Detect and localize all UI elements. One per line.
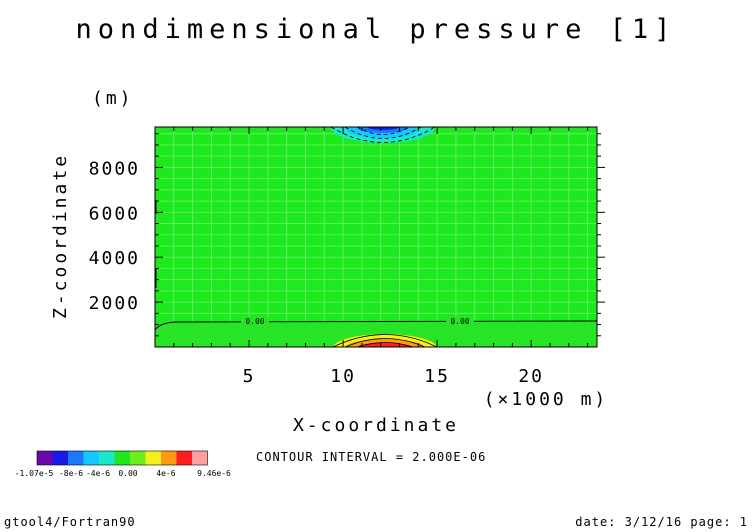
y-tick-label: 4000 <box>89 248 140 269</box>
contour-label-2: 0.00 <box>450 317 469 326</box>
colorbar-swatch <box>99 451 115 465</box>
colorbar-swatch <box>176 451 192 465</box>
colorbar-label: 9.46e-6 <box>197 469 231 478</box>
colorbar-swatch <box>52 451 68 465</box>
x-ticks: 5 10 15 20 <box>173 127 589 387</box>
colorbar-frame <box>36 450 208 466</box>
colorbar <box>36 450 208 466</box>
negative-contour-3 <box>356 127 410 135</box>
grid-lines <box>155 127 597 347</box>
y-tick-label: 6000 <box>89 203 140 224</box>
contour-label-1: 0.00 <box>245 317 264 326</box>
contour-label-bg-2 <box>446 317 474 326</box>
x-tick-label: 10 <box>330 366 356 387</box>
colorbar-swatch <box>161 451 177 465</box>
colorbar-label: 4e-6 <box>156 469 175 478</box>
negative-lobe-core <box>367 127 399 130</box>
plot-area <box>155 127 597 347</box>
positive-contour-1 <box>332 334 438 347</box>
colorbar-swatch <box>130 451 146 465</box>
x-axis-label: X-coordinate <box>293 415 459 436</box>
positive-contour-2 <box>344 338 426 347</box>
colorbar-swatch <box>114 451 130 465</box>
contour-interval: CONTOUR INTERVAL = 2.000E-06 <box>256 450 486 464</box>
y-ticks: 2000 4000 6000 8000 <box>89 133 605 337</box>
colorbar-swatch <box>37 451 53 465</box>
colorbar-swatch <box>145 451 161 465</box>
field-background <box>155 127 597 347</box>
x-tick-label: 15 <box>424 366 450 387</box>
y-tick-label: 2000 <box>89 293 140 314</box>
y-axis-label: Z-coordinate <box>50 153 71 319</box>
colorbar-swatch <box>83 451 99 465</box>
colorbar-label: -8e-6 <box>59 469 83 478</box>
colorbar-swatch <box>68 451 84 465</box>
chart-title: nondimensional pressure [1] <box>76 14 677 45</box>
footer-left: gtool4/Fortran90 <box>4 515 136 529</box>
contour-label-bg-1 <box>241 317 269 326</box>
negative-contour-2 <box>344 127 422 139</box>
positive-lobe-inner <box>357 343 413 347</box>
colorbar-label: 0.00 <box>118 469 137 478</box>
zero-contour <box>155 320 597 331</box>
colorbar-label: -1.07e-5 <box>15 469 54 478</box>
colorbar-swatch <box>192 451 208 465</box>
footer-right: date: 3/12/16 page: 1 <box>575 515 748 529</box>
y-axis-units: (m) <box>92 88 134 109</box>
positive-lobe-mid <box>345 339 425 347</box>
x-tick-label: 20 <box>518 366 544 387</box>
y-tick-label: 8000 <box>89 158 140 179</box>
x-axis-units: (×1000 m) <box>484 389 609 410</box>
plot-frame <box>154 126 598 348</box>
colorbar-label: -4e-6 <box>86 469 110 478</box>
colorbar-labels: -1.07e-5 -8e-6 -4e-6 0.00 4e-6 9.46e-6 <box>15 469 231 478</box>
x-tick-label: 5 <box>243 366 256 387</box>
